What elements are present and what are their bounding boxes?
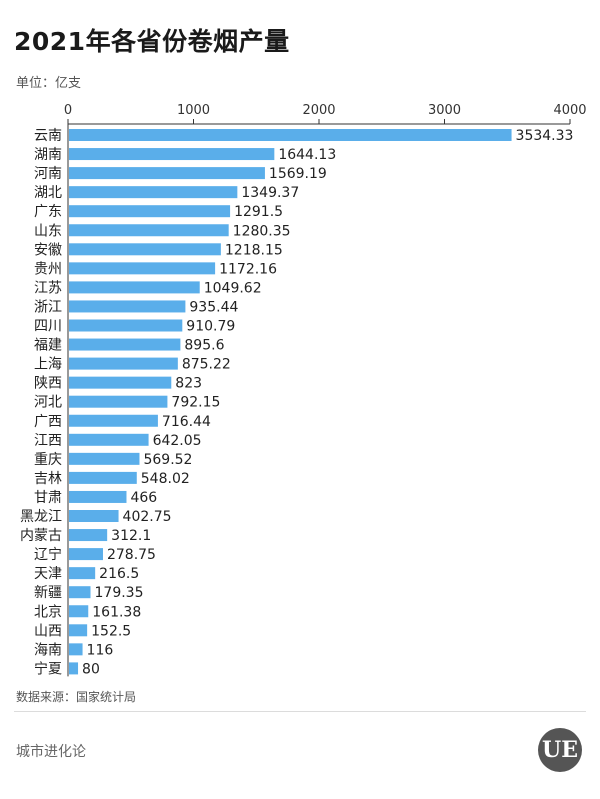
value-label: 278.75 bbox=[107, 547, 156, 563]
x-tick-label: 4000 bbox=[553, 103, 586, 118]
value-label: 569.52 bbox=[143, 452, 192, 468]
x-tick-label: 3000 bbox=[428, 103, 461, 118]
value-label: 161.38 bbox=[92, 604, 141, 620]
value-label: 466 bbox=[130, 490, 157, 506]
category-label: 江西 bbox=[34, 433, 62, 449]
bar bbox=[69, 510, 119, 522]
value-label: 1218.15 bbox=[225, 242, 283, 258]
category-label: 吉林 bbox=[34, 471, 62, 487]
bar bbox=[69, 395, 168, 408]
x-tick-label: 0 bbox=[64, 103, 72, 118]
bar bbox=[69, 357, 178, 370]
footer-divider bbox=[14, 711, 586, 712]
bar bbox=[69, 471, 137, 484]
bar bbox=[69, 262, 216, 275]
bar bbox=[69, 643, 83, 656]
category-label: 四川 bbox=[34, 319, 62, 335]
bar bbox=[69, 414, 158, 427]
bar bbox=[69, 605, 89, 618]
category-label: 贵州 bbox=[34, 261, 62, 277]
category-label: 江苏 bbox=[34, 280, 62, 296]
bar bbox=[69, 129, 512, 141]
category-label: 福建 bbox=[34, 338, 62, 354]
category-label: 安徽 bbox=[34, 242, 62, 258]
x-tick-label: 2000 bbox=[302, 103, 335, 118]
category-label: 海南 bbox=[34, 642, 62, 658]
bar bbox=[69, 300, 186, 313]
value-label: 875.22 bbox=[182, 357, 231, 373]
category-label: 内蒙古 bbox=[20, 528, 62, 544]
value-label: 116 bbox=[87, 642, 114, 658]
value-label: 1291.5 bbox=[234, 204, 283, 220]
category-label: 云南 bbox=[34, 128, 62, 144]
bar bbox=[69, 586, 91, 599]
category-label: 黑龙江 bbox=[20, 509, 62, 525]
brand-logo: UE bbox=[538, 728, 582, 772]
category-label: 天津 bbox=[34, 566, 62, 582]
category-label: 山西 bbox=[34, 623, 62, 639]
bar bbox=[69, 319, 183, 332]
value-label: 910.79 bbox=[186, 319, 235, 335]
bar bbox=[69, 205, 231, 218]
category-label: 陕西 bbox=[34, 376, 62, 392]
bar bbox=[69, 186, 238, 199]
chart-title: 2021年各省份卷烟产量 bbox=[14, 27, 290, 56]
value-label: 792.15 bbox=[171, 395, 220, 411]
value-label: 1644.13 bbox=[278, 147, 336, 163]
value-label: 312.1 bbox=[111, 528, 151, 544]
bar bbox=[69, 624, 88, 637]
value-label: 716.44 bbox=[162, 414, 211, 430]
category-label: 重庆 bbox=[34, 452, 62, 468]
category-label: 上海 bbox=[34, 357, 62, 373]
value-label: 152.5 bbox=[91, 623, 131, 639]
bar bbox=[69, 662, 79, 675]
bar bbox=[69, 548, 103, 561]
value-label: 3534.33 bbox=[516, 128, 574, 144]
bar bbox=[69, 243, 221, 256]
category-label: 湖北 bbox=[34, 185, 62, 201]
value-label: 895.6 bbox=[184, 338, 224, 354]
value-label: 823 bbox=[175, 376, 202, 392]
bar-chart: 0 1000 2000 3000 4000 云南 3534.33 湖南 1644.13 河南 156… bbox=[20, 103, 587, 677]
category-label: 北京 bbox=[34, 604, 62, 620]
bar bbox=[69, 224, 229, 237]
value-label: 179.35 bbox=[95, 585, 144, 601]
bar bbox=[69, 433, 149, 446]
x-tick-label: 1000 bbox=[177, 103, 210, 118]
brand-name: 城市进化论 bbox=[16, 744, 86, 760]
category-label: 浙江 bbox=[34, 299, 62, 315]
bar bbox=[69, 167, 265, 180]
value-label: 80 bbox=[82, 661, 100, 677]
category-label: 宁夏 bbox=[34, 660, 62, 677]
value-label: 1349.37 bbox=[241, 185, 299, 201]
bar bbox=[69, 452, 140, 465]
unit-label: 单位：亿支 bbox=[16, 76, 82, 91]
category-label: 广东 bbox=[34, 204, 62, 220]
bar bbox=[69, 529, 108, 542]
category-label: 湖南 bbox=[34, 147, 62, 163]
value-label: 216.5 bbox=[99, 566, 139, 582]
value-label: 1280.35 bbox=[233, 223, 291, 239]
value-label: 935.44 bbox=[189, 299, 238, 315]
category-label: 广西 bbox=[34, 414, 62, 430]
bar bbox=[69, 338, 181, 351]
bar bbox=[69, 490, 127, 503]
data-source: 数据来源：国家统计局 bbox=[16, 690, 137, 704]
value-label: 1049.62 bbox=[204, 280, 262, 296]
bar bbox=[69, 148, 275, 161]
category-label: 甘肃 bbox=[34, 490, 62, 506]
category-label: 山东 bbox=[34, 223, 62, 239]
category-label: 河南 bbox=[34, 166, 62, 182]
value-label: 1569.19 bbox=[269, 166, 327, 182]
value-label: 642.05 bbox=[153, 433, 202, 449]
category-label: 辽宁 bbox=[34, 546, 62, 563]
category-label: 河北 bbox=[34, 395, 62, 411]
bar bbox=[69, 567, 96, 580]
value-label: 548.02 bbox=[141, 471, 190, 487]
value-label: 1172.16 bbox=[219, 261, 277, 277]
category-label: 新疆 bbox=[34, 585, 62, 601]
bar bbox=[69, 376, 172, 389]
value-label: 402.75 bbox=[123, 509, 172, 525]
bar bbox=[69, 281, 200, 294]
